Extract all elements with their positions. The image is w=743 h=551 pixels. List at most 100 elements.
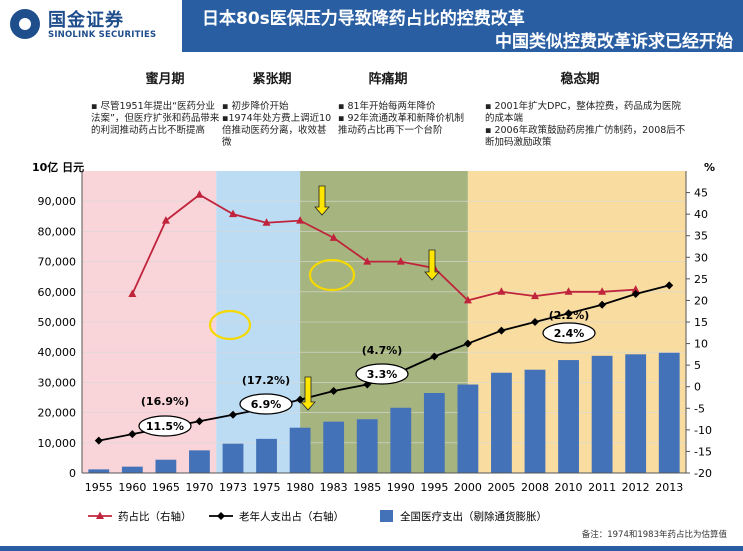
- drug-ratio-point: [396, 257, 405, 265]
- x-tick-label: 1990: [387, 481, 415, 494]
- growth-label: (17.2%): [242, 374, 290, 387]
- elderly-share-point: [195, 417, 204, 426]
- bar-medical-spending: [289, 427, 311, 473]
- y-left-tick-label: 80,000: [38, 225, 77, 238]
- bar-medical-spending: [189, 450, 210, 473]
- drug-ratio-point: [296, 216, 305, 224]
- y-left-tick-label: 60,000: [38, 286, 77, 299]
- bar-medical-spending: [625, 354, 647, 473]
- drug-ratio-point: [531, 291, 539, 300]
- x-tick-label: 1955: [85, 481, 113, 494]
- down-arrow-icon: [300, 376, 316, 411]
- x-tick-label: 1975: [253, 481, 281, 494]
- x-tick-label: 1960: [118, 481, 146, 494]
- bar-medical-spending: [390, 407, 412, 473]
- page-subtitle: 中国类似控费改革诉求已经开始: [495, 32, 733, 52]
- x-tick-label: 2000: [454, 481, 482, 494]
- drug-ratio-point: [497, 287, 506, 295]
- drug-ratio-point: [329, 233, 338, 241]
- phase-3-title: 阵痛期: [368, 72, 408, 87]
- elderly-share-point: [463, 339, 472, 348]
- down-arrow-icon: [314, 185, 330, 216]
- y-left-tick-label: 30,000: [38, 376, 77, 389]
- bar-medical-spending: [323, 421, 345, 473]
- growth-ellipse: [239, 393, 293, 415]
- y-right-unit: %: [704, 161, 715, 174]
- down-arrow-icon: [424, 249, 440, 281]
- growth-label: 3.3%: [367, 368, 398, 381]
- drug-ratio-point: [195, 190, 204, 198]
- elderly-share-point: [631, 289, 640, 298]
- growth-label: 2.4%: [554, 327, 585, 340]
- x-tick-label: 2005: [487, 481, 515, 494]
- elderly-share-point: [531, 318, 539, 326]
- elderly-share-point: [598, 300, 607, 309]
- legend-drug-label: 药占比（右轴）: [118, 510, 192, 523]
- y-left-tick-label: 70,000: [38, 256, 77, 269]
- bar-medical-spending: [121, 466, 143, 473]
- phase-4-title: 稳态期: [560, 72, 600, 87]
- y-right-tick-label: -20: [694, 467, 712, 480]
- drug-ratio-point: [564, 287, 573, 295]
- elderly-share-point: [94, 436, 103, 445]
- y-right-tick-label: -15: [694, 445, 712, 458]
- header: 国金证券 SINOLINK SECURITIES 日本80s医保压力导致降药占比…: [0, 0, 743, 52]
- logo-name-en: SINOLINK SECURITIES: [48, 30, 157, 40]
- x-tick-label: 1983: [320, 481, 348, 494]
- bar-medical-spending: [491, 372, 512, 473]
- x-tick-label: 1965: [152, 481, 180, 494]
- logo: 国金证券 SINOLINK SECURITIES: [0, 0, 182, 52]
- x-tick-label: 2013: [655, 481, 683, 494]
- y-left-tick-label: 90,000: [38, 195, 77, 208]
- elderly-share-point: [430, 352, 439, 361]
- x-tick-label: 2010: [555, 481, 583, 494]
- bar-medical-spending: [457, 384, 479, 473]
- highlight-circle: [208, 309, 252, 341]
- y-left-tick-label: 0: [69, 467, 76, 480]
- drug-ratio-line: [131, 193, 636, 302]
- drug-ratio-point: [363, 257, 372, 265]
- y-right-tick-label: 45: [694, 187, 708, 200]
- drug-ratio-point: [463, 295, 472, 304]
- drug-ratio-point: [229, 209, 237, 218]
- legend-bar-label: 全国医疗支出（剔除通货膨胀）: [400, 510, 547, 523]
- y-right-tick-label: 0: [694, 381, 701, 394]
- bar-medical-spending: [88, 469, 110, 473]
- phase-4-note: ▪ 2001年扩大DPC，整体控费，药品成为医院的成本端 ▪ 2006年政策鼓励…: [485, 101, 686, 148]
- y-right-tick-label: 10: [694, 338, 708, 351]
- growth-ellipse: [542, 322, 596, 344]
- y-left-tick-label: 10,000: [38, 437, 77, 450]
- legend-bar-swatch: [380, 510, 393, 522]
- phase-1-note: ▪ 尽管1951年提出“医药分业法案”，但医疗扩张和药品带来的利润推动药占比不断…: [91, 101, 220, 136]
- growth-ellipse: [355, 363, 409, 385]
- phase-2-title: 紧张期: [252, 72, 292, 87]
- y-right-tick-label: -10: [694, 424, 712, 437]
- y-left-tick-label: 40,000: [38, 346, 77, 359]
- x-tick-label: 1985: [353, 481, 381, 494]
- drug-ratio-point: [128, 289, 137, 297]
- bar-medical-spending: [155, 459, 177, 473]
- x-tick-label: 1973: [219, 481, 247, 494]
- y-right-tick-label: -5: [694, 402, 705, 415]
- y-left-tick-label: 20,000: [38, 407, 77, 420]
- x-tick-label: 2011: [588, 481, 616, 494]
- growth-label: (4.7%): [362, 344, 403, 357]
- bar-medical-spending: [222, 443, 244, 473]
- phase-1-title: 蜜月期: [145, 72, 185, 87]
- x-tick-label: 1970: [185, 481, 213, 494]
- phase-3-note: ▪ 81年开始每两年降价 ▪ 92年流通改革和新降价机制推动药占比再下一个台阶: [338, 101, 465, 136]
- footnote: 备注：1974和1983年药占比为估算值: [581, 530, 727, 540]
- x-tick-label: 2012: [622, 481, 650, 494]
- x-tick-label: 1995: [420, 481, 448, 494]
- elderly-share-point: [564, 309, 573, 318]
- x-tick-label: 2008: [521, 481, 549, 494]
- elderly-share-point: [665, 281, 674, 290]
- growth-ellipse: [138, 415, 192, 437]
- bar-medical-spending: [423, 392, 445, 473]
- y-right-tick-label: 35: [694, 230, 708, 243]
- growth-label: (16.9%): [141, 395, 189, 408]
- y-right-tick-label: 15: [694, 316, 708, 329]
- y-right-tick-label: 25: [694, 273, 708, 286]
- legend-elderly-marker: [217, 512, 225, 520]
